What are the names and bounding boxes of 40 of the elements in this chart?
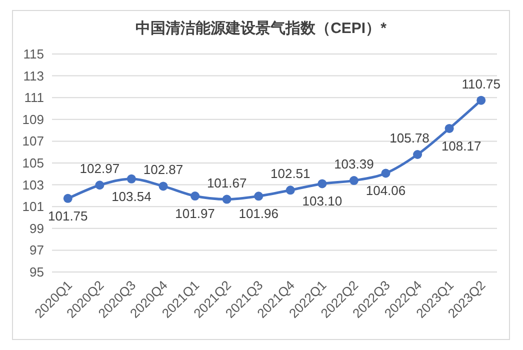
data-label: 105.78 <box>390 130 430 146</box>
point <box>476 96 486 105</box>
y-tick-label: 109 <box>22 112 44 127</box>
y-tick-label: 99 <box>30 220 44 236</box>
data-label: 101.97 <box>175 206 215 222</box>
chart-title: 中国清洁能源建设景气指数（CEPI）* <box>136 20 387 37</box>
data-label: 102.87 <box>143 162 184 178</box>
point <box>222 194 232 204</box>
y-tick-label: 107 <box>22 134 44 149</box>
y-tick-label: 111 <box>24 90 44 106</box>
y-tick-label: 101 <box>22 199 44 214</box>
point <box>158 182 168 191</box>
point <box>254 192 264 201</box>
point <box>349 176 358 186</box>
point <box>413 150 422 159</box>
data-label: 101.96 <box>238 206 278 222</box>
data-label: 102.51 <box>270 166 310 182</box>
y-tick-label: 113 <box>23 68 44 84</box>
point <box>444 124 454 133</box>
y-tick-label: 103 <box>22 177 44 192</box>
y-tick-label: 115 <box>23 46 44 62</box>
data-label: 101.75 <box>48 208 88 224</box>
data-label: 101.67 <box>206 175 247 190</box>
data-label: 103.39 <box>334 156 374 172</box>
point <box>286 186 295 195</box>
point <box>318 179 327 188</box>
point <box>95 180 104 190</box>
data-label: 103.54 <box>112 188 152 204</box>
point <box>126 174 136 184</box>
point <box>63 194 72 203</box>
y-tick-label: 95 <box>30 264 44 280</box>
y-tick-label: 105 <box>22 156 44 170</box>
data-label: 108.17 <box>441 138 482 154</box>
data-label: 110.75 <box>462 76 501 92</box>
y-tick-label: 97 <box>30 242 44 258</box>
point <box>381 168 390 178</box>
data-label: 103.10 <box>302 194 342 209</box>
data-label: 104.06 <box>366 183 406 198</box>
point <box>190 192 200 201</box>
data-label: 102.97 <box>80 161 120 176</box>
